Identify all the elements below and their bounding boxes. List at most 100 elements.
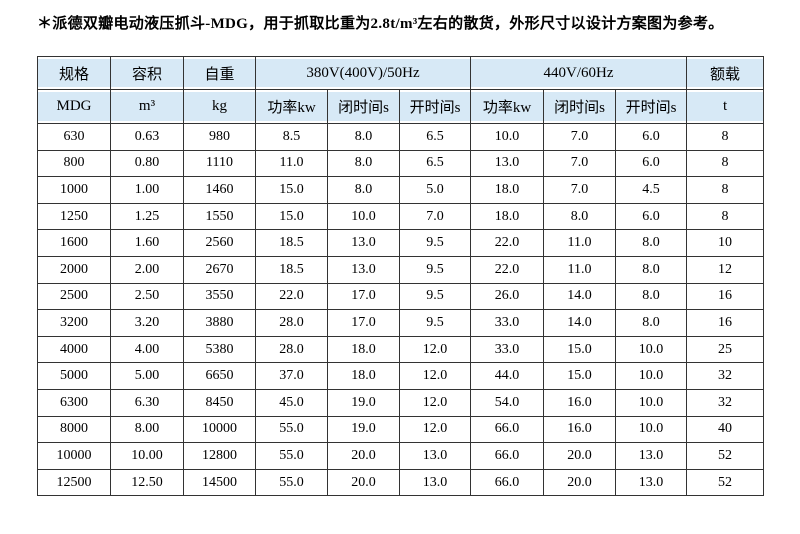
table-cell: 1.00: [110, 176, 184, 204]
table-cell: 8.0: [327, 123, 400, 151]
subheader-close-time-380: 闭时间s: [327, 89, 400, 124]
table-cell: 6.0: [614, 149, 688, 178]
subheader-open-time-440: 开时间s: [614, 89, 688, 124]
table-cell: 10.0: [614, 335, 688, 364]
table-cell: 17.0: [327, 309, 400, 337]
table-cell: 12.50: [110, 468, 184, 497]
table-cell: 15.0: [543, 362, 616, 390]
table-cell: 13.0: [327, 255, 400, 284]
table-cell: 12.0: [399, 388, 471, 417]
table-cell: 18.5: [255, 229, 328, 257]
header-group-380v: 380V(400V)/50Hz: [255, 56, 471, 90]
table-cell: 5380: [183, 335, 256, 364]
table-cell: 10.0: [470, 123, 544, 151]
table-cell: 55.0: [255, 468, 328, 497]
table-cell: 1460: [183, 176, 256, 204]
table-cell: 45.0: [255, 388, 328, 417]
table-cell: 18.0: [327, 362, 400, 390]
table-cell: 33.0: [470, 309, 544, 337]
table-cell: 10000: [37, 442, 111, 470]
table-cell: 16: [686, 309, 765, 337]
table-cell: 3200: [37, 309, 111, 337]
table-cell: 18.5: [255, 255, 328, 284]
table-cell: 3880: [183, 309, 256, 337]
table-cell: 1.60: [110, 229, 184, 257]
table-cell: 20.0: [327, 468, 400, 497]
table-cell: 6650: [183, 362, 256, 390]
table-cell: 13.0: [470, 149, 544, 178]
table-header-row: 规格 容积 自重 380V(400V)/50Hz 440V/60Hz 额载: [37, 56, 765, 90]
subheader-model: MDG: [37, 89, 111, 124]
table-cell: 19.0: [327, 388, 400, 417]
table-cell: 6.30: [110, 388, 184, 417]
table-cell: 2500: [37, 282, 111, 311]
table-cell: 10.0: [614, 415, 688, 444]
table-cell: 12.0: [399, 415, 471, 444]
header-capacity: 容积: [110, 56, 184, 90]
table-cell: 1250: [37, 202, 111, 231]
table-cell: 2670: [183, 255, 256, 284]
table-cell: 28.0: [255, 309, 328, 337]
table-body: 630 0.63 980 8.5 8.0 6.5 10.0 7.0 6.0 8 800 0.80 111…: [37, 123, 765, 497]
table-cell: 3550: [183, 282, 256, 311]
table-cell: 22.0: [255, 282, 328, 311]
subheader-rated-unit: t: [686, 89, 765, 124]
table-cell: 8: [686, 176, 765, 204]
table-cell: 2.50: [110, 282, 184, 311]
table-cell: 6.5: [399, 123, 471, 151]
table-cell: 55.0: [255, 415, 328, 444]
table-cell: 9.5: [399, 229, 471, 257]
table-cell: 20.0: [543, 468, 616, 497]
table-cell: 55.0: [255, 442, 328, 470]
table-cell: 8.0: [614, 229, 688, 257]
product-note: ＊派德双瓣电动液压抓斗-MDG，用于抓取比重为2.8t/m³左右的散货，外形尺寸…: [37, 16, 724, 32]
table-cell: 1110: [183, 149, 256, 178]
table-cell: 15.0: [255, 176, 328, 204]
table-row: 800 0.80 1110 11.0 8.0 6.5 13.0 7.0 6.0 8: [37, 149, 765, 178]
table-cell: 52: [686, 468, 765, 497]
table-cell: 18.0: [470, 176, 544, 204]
table-cell: 66.0: [470, 415, 544, 444]
table-cell: 7.0: [399, 202, 471, 231]
table-cell: 2000: [37, 255, 111, 284]
header-rated-load: 额载: [686, 56, 765, 90]
table-cell: 1600: [37, 229, 111, 257]
table-cell: 14.0: [543, 309, 616, 337]
table-cell: 7.0: [543, 149, 616, 178]
table-cell: 13.0: [399, 468, 471, 497]
table-row: 10000 10.00 12800 55.0 20.0 13.0 66.0 20.0 13.0 5…: [37, 442, 765, 470]
table-cell: 8.0: [543, 202, 616, 231]
table-cell: 8: [686, 202, 765, 231]
table-cell: 15.0: [543, 335, 616, 364]
table-row: 2500 2.50 3550 22.0 17.0 9.5 26.0 14.0 8.0 16: [37, 282, 765, 311]
table-cell: 18.0: [327, 335, 400, 364]
table-cell: 9.5: [399, 282, 471, 311]
table-cell: 19.0: [327, 415, 400, 444]
table-cell: 5000: [37, 362, 111, 390]
table-row: 12500 12.50 14500 55.0 20.0 13.0 66.0 20.0 13.0 5…: [37, 468, 765, 497]
table-cell: 66.0: [470, 442, 544, 470]
table-cell: 10: [686, 229, 765, 257]
table-cell: 11.0: [543, 229, 616, 257]
table-subheader-row: MDG m³ kg 功率kw 闭时间s 开时间s 功率kw 闭时间s 开时间s …: [37, 89, 765, 124]
table-cell: 16.0: [543, 388, 616, 417]
table-cell: 10000: [183, 415, 256, 444]
table-cell: 14500: [183, 468, 256, 497]
table-cell: 44.0: [470, 362, 544, 390]
table-cell: 12.0: [399, 335, 471, 364]
table-cell: 1000: [37, 176, 111, 204]
table-cell: 9.5: [399, 309, 471, 337]
table-cell: 11.0: [543, 255, 616, 284]
table-row: 1250 1.25 1550 15.0 10.0 7.0 18.0 8.0 6.0 8: [37, 202, 765, 231]
table-cell: 13.0: [614, 442, 688, 470]
table-row: 3200 3.20 3880 28.0 17.0 9.5 33.0 14.0 8.0 16: [37, 309, 765, 337]
header-spec: 规格: [37, 56, 111, 90]
table-cell: 5.00: [110, 362, 184, 390]
table-cell: 66.0: [470, 468, 544, 497]
header-weight: 自重: [183, 56, 256, 90]
table-cell: 54.0: [470, 388, 544, 417]
table-cell: 6.0: [614, 123, 688, 151]
table-cell: 8: [686, 123, 765, 151]
table-cell: 20.0: [543, 442, 616, 470]
table-cell: 980: [183, 123, 256, 151]
